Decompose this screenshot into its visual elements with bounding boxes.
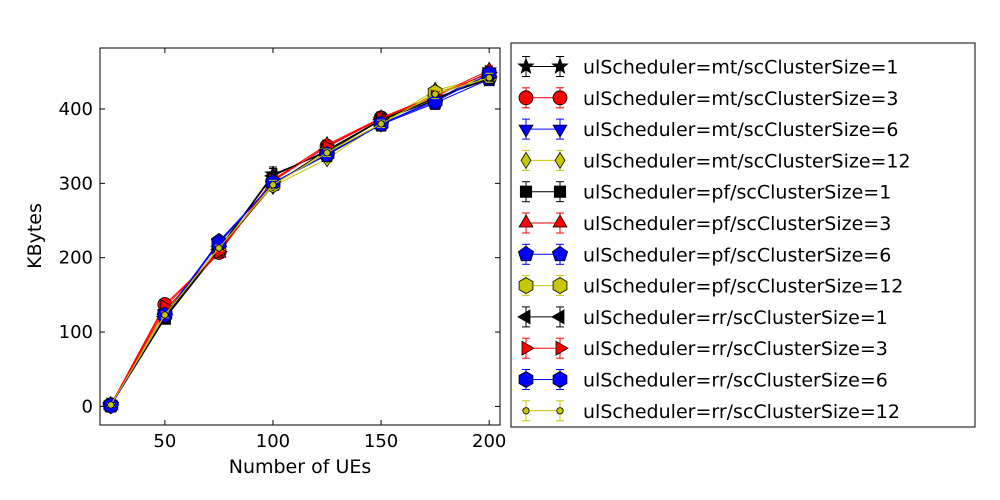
series-line [110,72,490,406]
series-line [110,75,490,406]
legend-marker [517,57,535,74]
data-point [323,149,331,157]
series-6 [103,61,497,410]
data-point [377,120,385,128]
series-line [110,76,490,406]
y-tick-label: 100 [59,322,93,343]
series-line [110,74,490,406]
legend-label: ulScheduler=rr/scClusterSize=3 [583,338,888,360]
legend-marker [517,245,535,262]
legend-marker [551,245,569,262]
legend-entry: ulScheduler=mt/scClusterSize=12 [520,149,911,172]
legend-label: ulScheduler=rr/scClusterSize=1 [583,307,888,329]
x-tick-label: 100 [256,431,290,452]
y-tick-label: 0 [82,396,93,417]
data-point [215,244,223,252]
y-tick-label: 200 [59,248,93,269]
y-tick-label: 400 [59,99,93,120]
legend-frame [510,42,976,428]
legend-label: ulScheduler=pf/scClusterSize=3 [583,213,891,235]
legend-marker [518,124,534,138]
series-line [110,77,490,406]
legend-marker [520,151,532,170]
series-7 [102,70,498,413]
legend-marker [521,340,535,356]
legend-entry: ulScheduler=pf/scClusterSize=1 [519,181,891,204]
legend-marker [552,124,568,138]
legend-marker [551,309,565,325]
legend-marker [554,151,566,170]
y-axis-label: KBytes [24,203,46,269]
series-8 [103,67,497,414]
plot-marks [102,61,498,415]
series-1 [102,70,498,413]
series-line [110,69,490,406]
legend-marker [517,309,531,325]
x-tick-label: 50 [153,431,176,452]
data-point [431,90,439,98]
legend-label: ulScheduler=mt/scClusterSize=3 [583,88,899,110]
legend-label: ulScheduler=pf/scClusterSize=1 [583,182,891,204]
x-tick-label: 150 [364,431,398,452]
legend-entry: ulScheduler=mt/scClusterSize=1 [517,56,899,79]
legend-entry: ulScheduler=mt/scClusterSize=3 [518,87,899,110]
x-axis-label: Number of UEs [229,456,372,478]
series-11 [103,65,497,415]
legend-marker [552,214,568,228]
legend-marker [519,185,533,198]
series-4 [105,68,495,414]
series-line [110,71,490,406]
series-line [110,73,490,406]
legend-marker [551,57,569,74]
legend-marker [556,407,564,415]
plot-frame [99,47,501,426]
series-10 [106,64,498,413]
series-line [110,77,490,406]
series-3 [103,66,497,415]
legend-marker [553,185,567,198]
legend-label: ulScheduler=pf/scClusterSize=6 [583,244,891,266]
series-9 [102,70,494,413]
legend-marker [518,371,534,388]
series-line [110,78,490,406]
legend-marker [522,407,530,415]
data-point [269,181,277,189]
legend-entry: ulScheduler=rr/scClusterSize=6 [518,369,888,392]
legend-label: ulScheduler=rr/scClusterSize=6 [583,370,888,392]
legend-entry: ulScheduler=rr/scClusterSize=12 [522,400,900,423]
series-5 [104,68,496,412]
legend-label: ulScheduler=pf/scClusterSize=12 [583,276,903,298]
legend-entry: ulScheduler=mt/scClusterSize=6 [518,118,899,141]
legend-entry: ulScheduler=rr/scClusterSize=3 [521,337,888,360]
data-point [107,401,115,409]
legend-marker [552,90,568,106]
legend-label: ulScheduler=mt/scClusterSize=6 [583,119,899,141]
data-point [485,74,493,82]
legend-entry: ulScheduler=pf/scClusterSize=12 [518,275,903,298]
legend-marker [552,371,568,388]
legend-marker [555,340,569,356]
legend-entry: ulScheduler=pf/scClusterSize=3 [518,212,891,235]
legend-marker [518,277,534,295]
legend-marker [518,214,534,228]
legend-entry: ulScheduler=pf/scClusterSize=6 [517,243,891,266]
legend-label: ulScheduler=mt/scClusterSize=1 [583,57,899,79]
data-point [161,311,169,319]
legend-marker [518,90,534,106]
legend-entry: ulScheduler=rr/scClusterSize=1 [517,306,888,329]
y-tick-label: 300 [59,173,93,194]
legend-label: ulScheduler=mt/scClusterSize=12 [583,150,911,172]
series-line [110,78,490,406]
series-2 [103,65,497,413]
series-line [110,72,490,406]
legend: ulScheduler=mt/scClusterSize=1 ulSchedule… [510,42,976,428]
legend-marker [552,277,568,295]
axis-ticks: 50 100 150 200 0 100 200 300 400 [59,48,506,452]
series-12 [106,72,494,409]
legend-label: ulScheduler=rr/scClusterSize=12 [583,401,900,423]
x-tick-label: 200 [472,431,506,452]
